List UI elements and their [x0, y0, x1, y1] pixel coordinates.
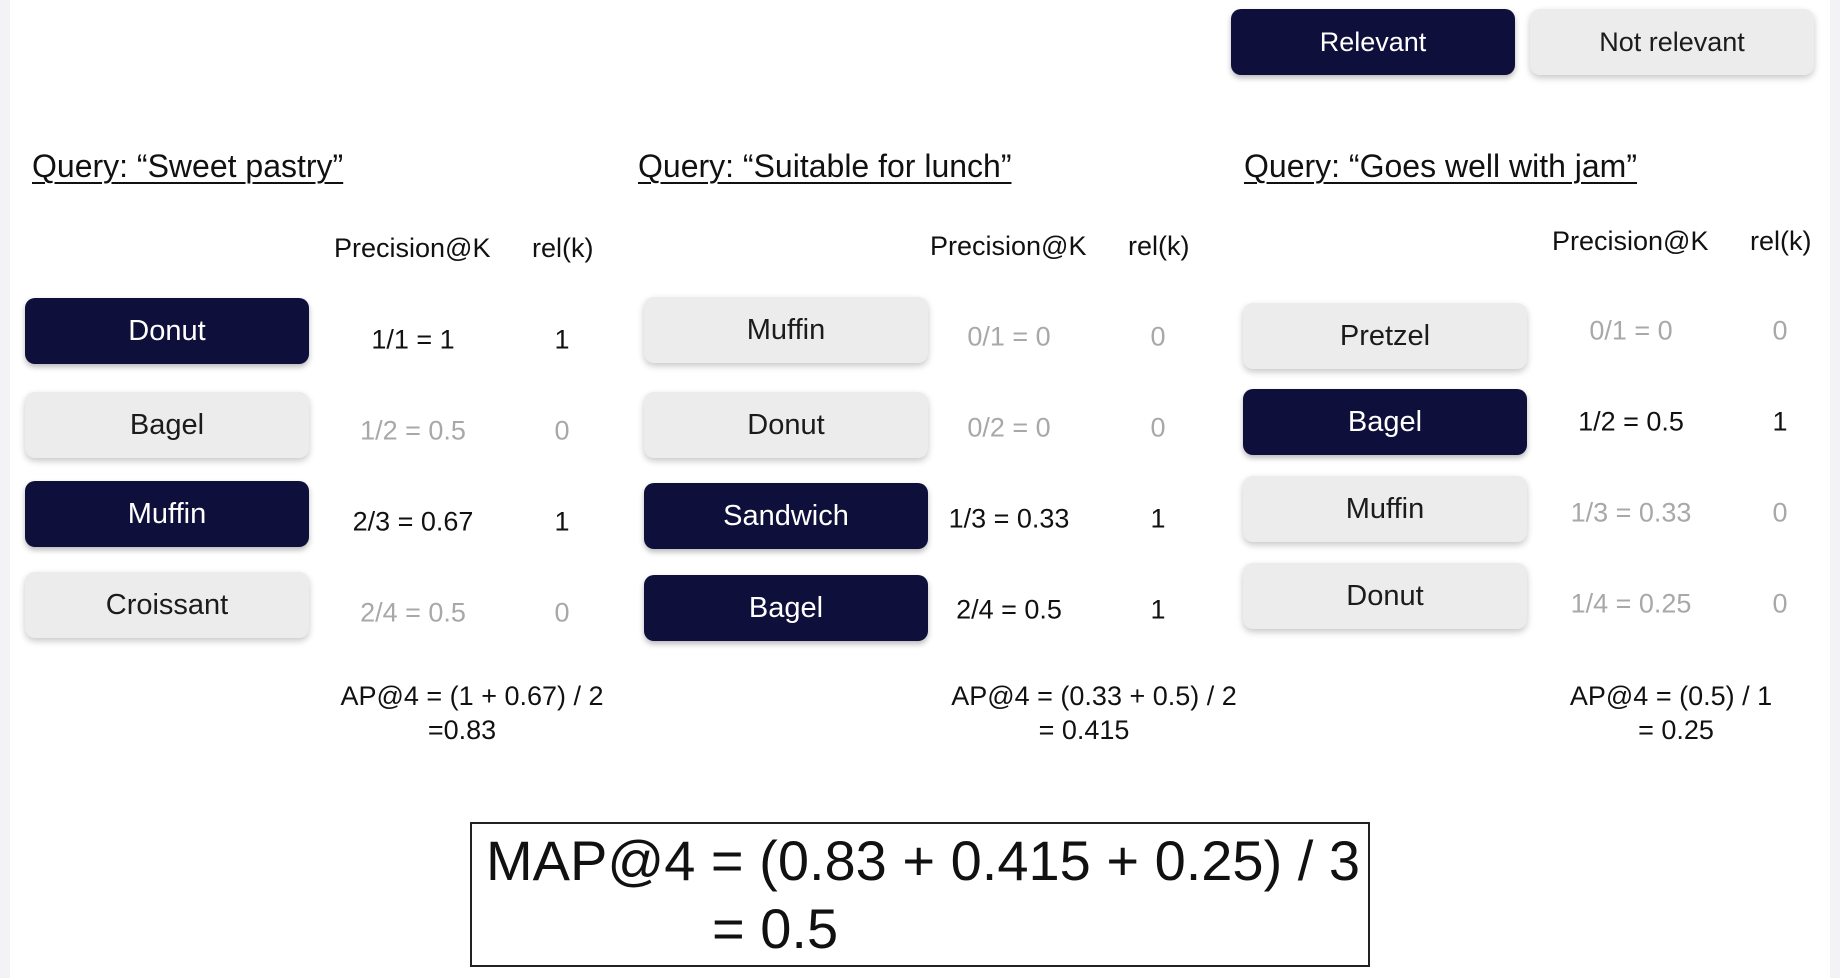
- query-2-ap: AP@4 = (0.33 + 0.5) / 2 = 0.415: [951, 679, 1237, 747]
- query-3-item-3: Muffin: [1243, 476, 1527, 542]
- query-2-ap-line2: = 0.415: [1038, 715, 1130, 745]
- map-formula-line1: MAP@4 = (0.83 + 0.415 + 0.25) / 3: [486, 829, 1361, 892]
- query-3-rel-header: rel(k): [1750, 226, 1812, 256]
- query-3-precision-header: Precision@K: [1552, 226, 1709, 256]
- query-3-rel-4: 0: [1772, 588, 1788, 619]
- query-2-precision-1: 0/1 = 0: [967, 321, 1051, 352]
- query-2-rel-3: 1: [1150, 503, 1166, 534]
- query-1-item-2: Bagel: [25, 392, 309, 458]
- query-3-ap-line2: = 0.25: [1638, 715, 1714, 745]
- query-1-ap: AP@4 = (1 + 0.67) / 2 =0.83: [340, 679, 603, 747]
- frame-edge-right: [1830, 0, 1840, 978]
- query-1-rel-4: 0: [554, 597, 570, 628]
- legend-relevant: Relevant: [1231, 9, 1515, 75]
- query-1-precision-1: 1/1 = 1: [371, 324, 455, 355]
- query-1-item-4: Croissant: [25, 572, 309, 638]
- query-1-precision-3: 2/3 = 0.67: [352, 506, 474, 537]
- query-3-item-1: Pretzel: [1243, 303, 1527, 369]
- query-3-title: Query: “Goes well with jam”: [1244, 148, 1637, 184]
- query-1-title: Query: “Sweet pastry”: [32, 148, 344, 184]
- query-3-rel-3: 0: [1772, 497, 1788, 528]
- frame-edge-left: [0, 0, 10, 978]
- query-2-ap-line1: AP@4 = (0.33 + 0.5) / 2: [951, 681, 1237, 711]
- query-3-ap-line1: AP@4 = (0.5) / 1: [1569, 681, 1773, 711]
- query-1-rel-2: 0: [554, 415, 570, 446]
- query-1-rel-1: 1: [554, 324, 570, 355]
- query-2-rel-header: rel(k): [1128, 231, 1190, 261]
- map-formula-line2: = 0.5: [712, 897, 839, 960]
- query-3-ap: AP@4 = (0.5) / 1 = 0.25: [1570, 679, 1772, 747]
- query-1-item-1: Donut: [25, 298, 309, 364]
- query-1-item-3: Muffin: [25, 481, 309, 547]
- query-3-rel-2: 1: [1772, 406, 1788, 437]
- query-2-precision-header: Precision@K: [930, 231, 1087, 261]
- map-formula-box: MAP@4 = (0.83 + 0.415 + 0.25) / 3 = 0.5: [470, 822, 1370, 967]
- query-3-rel-1: 0: [1772, 315, 1788, 346]
- query-3-precision-2: 1/2 = 0.5: [1578, 406, 1684, 437]
- legend-not-relevant: Not relevant: [1530, 9, 1814, 75]
- query-1-rel-3: 1: [554, 506, 570, 537]
- query-1-ap-line2: =0.83: [427, 715, 497, 745]
- query-1-rel-header: rel(k): [532, 233, 594, 263]
- query-3-precision-1: 0/1 = 0: [1589, 315, 1673, 346]
- query-1-precision-2: 1/2 = 0.5: [360, 415, 466, 446]
- query-2-title: Query: “Suitable for lunch”: [638, 148, 1012, 184]
- query-3-item-4: Donut: [1243, 563, 1527, 629]
- query-2-precision-2: 0/2 = 0: [967, 412, 1051, 443]
- query-1-precision-4: 2/4 = 0.5: [360, 597, 466, 628]
- query-2-rel-2: 0: [1150, 412, 1166, 443]
- query-1-ap-line1: AP@4 = (1 + 0.67) / 2: [340, 681, 604, 711]
- query-3-precision-4: 1/4 = 0.25: [1570, 588, 1692, 619]
- query-3-item-2: Bagel: [1243, 389, 1527, 455]
- query-2-precision-4: 2/4 = 0.5: [956, 594, 1062, 625]
- query-2-precision-3: 1/3 = 0.33: [948, 503, 1070, 534]
- query-1-precision-header: Precision@K: [334, 233, 491, 263]
- query-2-item-4: Bagel: [644, 575, 928, 641]
- query-2-item-3: Sandwich: [644, 483, 928, 549]
- query-2-item-2: Donut: [644, 392, 928, 458]
- query-2-item-1: Muffin: [644, 297, 928, 363]
- query-3-precision-3: 1/3 = 0.33: [1570, 497, 1692, 528]
- query-2-rel-4: 1: [1150, 594, 1166, 625]
- query-2-rel-1: 0: [1150, 321, 1166, 352]
